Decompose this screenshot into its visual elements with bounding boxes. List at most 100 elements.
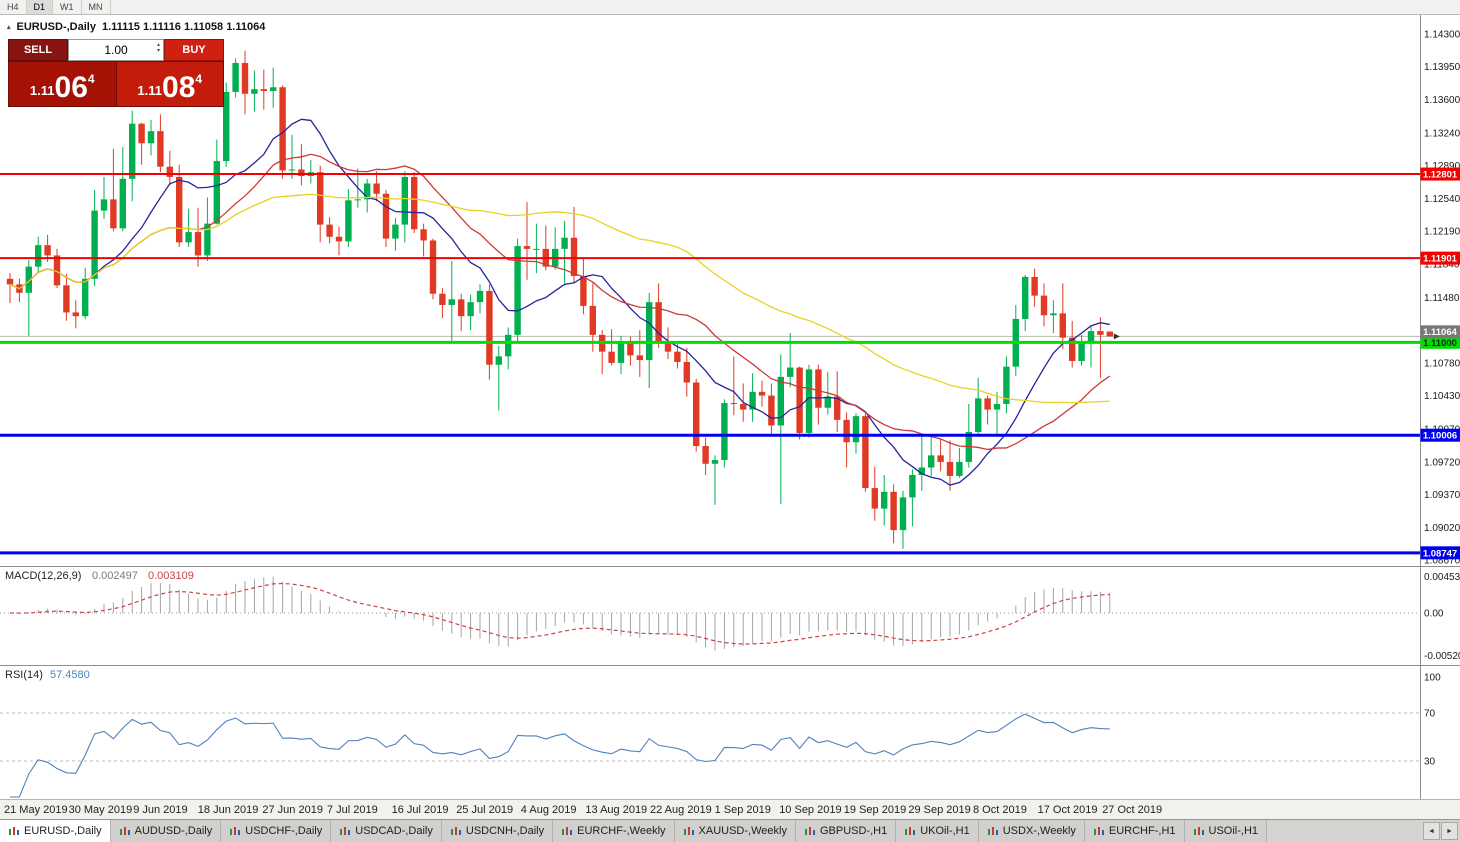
sell-price-prefix: 1.11 bbox=[30, 83, 55, 98]
chart-tab-gbpusd-h1[interactable]: GBPUSD-,H1 bbox=[796, 820, 896, 842]
mini-chart-icon bbox=[561, 826, 573, 837]
timeframe-button-d1[interactable]: D1 bbox=[27, 0, 54, 14]
svg-text:1.12540: 1.12540 bbox=[1424, 194, 1460, 205]
chart-canvas[interactable]: 1.143001.139501.136001.132401.128901.125… bbox=[0, 15, 1460, 819]
mini-chart-icon bbox=[804, 826, 816, 837]
tab-label: EURCHF-,Weekly bbox=[577, 825, 665, 837]
chart-tab-usdcad-daily[interactable]: USDCAD-,Daily bbox=[331, 820, 442, 842]
chart-symbol-label: EURUSD-,Daily bbox=[17, 21, 96, 33]
svg-text:1.12801: 1.12801 bbox=[1423, 170, 1458, 181]
svg-text:1.08747: 1.08747 bbox=[1423, 548, 1457, 559]
volume-input[interactable]: 1.00 ▴▾ bbox=[68, 39, 164, 61]
spinner-down-icon[interactable]: ▾ bbox=[157, 48, 160, 54]
tab-label: USDCNH-,Daily bbox=[466, 825, 544, 837]
chart-tab-xauusd-weekly[interactable]: XAUUSD-,Weekly bbox=[675, 820, 796, 842]
svg-text:8 Oct 2019: 8 Oct 2019 bbox=[973, 804, 1027, 816]
sell-button[interactable]: SELL bbox=[8, 39, 68, 61]
svg-text:21 May 2019: 21 May 2019 bbox=[4, 804, 68, 816]
chart-tab-eurusd-daily[interactable]: EURUSD-,Daily bbox=[0, 820, 111, 842]
tabs-scroll-left-icon[interactable]: ◄ bbox=[1423, 822, 1440, 840]
timeframe-button-h4[interactable]: H4 bbox=[0, 0, 27, 14]
tab-label: UKOil-,H1 bbox=[920, 825, 970, 837]
chart-tab-usoil-h1[interactable]: USOil-,H1 bbox=[1185, 820, 1268, 842]
svg-text:1.12190: 1.12190 bbox=[1424, 227, 1460, 238]
svg-text:16 Jul 2019: 16 Jul 2019 bbox=[392, 804, 449, 816]
tab-label: USDCHF-,Daily bbox=[245, 825, 322, 837]
tab-label: USOil-,H1 bbox=[1209, 825, 1259, 837]
mini-chart-icon bbox=[450, 826, 462, 837]
svg-text:27 Oct 2019: 27 Oct 2019 bbox=[1102, 804, 1162, 816]
buy-price-big-digits: 08 bbox=[162, 74, 195, 103]
timeframe-button-mn[interactable]: MN bbox=[82, 0, 111, 14]
volume-value: 1.00 bbox=[104, 43, 127, 57]
svg-text:13 Aug 2019: 13 Aug 2019 bbox=[585, 804, 647, 816]
svg-text:1.13600: 1.13600 bbox=[1424, 95, 1460, 106]
svg-text:10 Sep 2019: 10 Sep 2019 bbox=[779, 804, 841, 816]
chart-tab-usdx-weekly[interactable]: USDX-,Weekly bbox=[979, 820, 1085, 842]
chart-tab-audusd-daily[interactable]: AUDUSD-,Daily bbox=[111, 820, 222, 842]
svg-text:57.4580: 57.4580 bbox=[50, 669, 90, 681]
chart-ohlc-values: 1.11115 1.11116 1.11058 1.11064 bbox=[102, 21, 265, 33]
timeframe-button-w1[interactable]: W1 bbox=[53, 0, 82, 14]
svg-text:1.09720: 1.09720 bbox=[1424, 457, 1460, 468]
svg-text:1.13240: 1.13240 bbox=[1424, 129, 1460, 140]
svg-text:7 Jul 2019: 7 Jul 2019 bbox=[327, 804, 378, 816]
tab-label: USDX-,Weekly bbox=[1003, 825, 1076, 837]
svg-text:1.14300: 1.14300 bbox=[1424, 30, 1460, 41]
mini-chart-icon bbox=[119, 826, 131, 837]
svg-text:0.004536: 0.004536 bbox=[1424, 572, 1460, 583]
mini-chart-icon bbox=[987, 826, 999, 837]
mini-chart-icon bbox=[904, 826, 916, 837]
sell-price-superscript: 4 bbox=[88, 72, 95, 86]
chart-background bbox=[0, 15, 1460, 819]
collapse-arrow-icon[interactable]: ▴ bbox=[7, 23, 11, 31]
svg-text:17 Oct 2019: 17 Oct 2019 bbox=[1038, 804, 1098, 816]
tab-label: XAUUSD-,Weekly bbox=[699, 825, 787, 837]
tab-label: GBPUSD-,H1 bbox=[820, 825, 887, 837]
buy-button[interactable]: BUY bbox=[164, 39, 224, 61]
svg-text:70: 70 bbox=[1424, 709, 1436, 720]
svg-text:1.11064: 1.11064 bbox=[1423, 327, 1458, 338]
svg-text:0.00: 0.00 bbox=[1424, 609, 1444, 620]
mini-chart-icon bbox=[229, 826, 241, 837]
svg-text:-0.005205: -0.005205 bbox=[1424, 651, 1460, 662]
mini-chart-icon bbox=[339, 826, 351, 837]
chart-tab-usdcnh-daily[interactable]: USDCNH-,Daily bbox=[442, 820, 553, 842]
chart-header: ▴ EURUSD-,Daily 1.11115 1.11116 1.11058 … bbox=[7, 21, 265, 33]
svg-text:30 May 2019: 30 May 2019 bbox=[69, 804, 133, 816]
chart-tab-eurchf-h1[interactable]: EURCHF-,H1 bbox=[1085, 820, 1185, 842]
mini-chart-icon bbox=[683, 826, 695, 837]
svg-text:1.10006: 1.10006 bbox=[1423, 431, 1457, 442]
tabs-scroll-right-icon[interactable]: ► bbox=[1441, 822, 1458, 840]
svg-text:1.09020: 1.09020 bbox=[1424, 523, 1460, 534]
svg-text:1.10780: 1.10780 bbox=[1424, 358, 1460, 369]
svg-text:1.11000: 1.11000 bbox=[1423, 338, 1457, 349]
svg-text:1.10430: 1.10430 bbox=[1424, 391, 1460, 402]
chart-tab-eurchf-weekly[interactable]: EURCHF-,Weekly bbox=[553, 820, 674, 842]
svg-text:30: 30 bbox=[1424, 757, 1436, 768]
svg-text:MACD(12,26,9): MACD(12,26,9) bbox=[5, 570, 81, 582]
mini-chart-icon bbox=[1093, 826, 1105, 837]
svg-text:RSI(14): RSI(14) bbox=[5, 669, 43, 681]
svg-text:100: 100 bbox=[1424, 673, 1441, 684]
mini-chart-icon bbox=[1193, 826, 1205, 837]
chart-tab-ukoil-h1[interactable]: UKOil-,H1 bbox=[896, 820, 979, 842]
chart-tab-usdchf-daily[interactable]: USDCHF-,Daily bbox=[221, 820, 331, 842]
svg-text:25 Jul 2019: 25 Jul 2019 bbox=[456, 804, 513, 816]
buy-price-prefix: 1.11 bbox=[137, 83, 162, 98]
svg-text:27 Jun 2019: 27 Jun 2019 bbox=[262, 804, 323, 816]
svg-text:22 Aug 2019: 22 Aug 2019 bbox=[650, 804, 712, 816]
svg-text:19 Sep 2019: 19 Sep 2019 bbox=[844, 804, 906, 816]
tab-label: EURCHF-,H1 bbox=[1109, 825, 1176, 837]
svg-text:1.09370: 1.09370 bbox=[1424, 490, 1460, 501]
svg-text:0.002497: 0.002497 bbox=[92, 570, 138, 582]
svg-text:1.11480: 1.11480 bbox=[1424, 293, 1460, 304]
mini-chart-icon bbox=[8, 826, 20, 837]
volume-spinner[interactable]: ▴▾ bbox=[157, 42, 160, 54]
